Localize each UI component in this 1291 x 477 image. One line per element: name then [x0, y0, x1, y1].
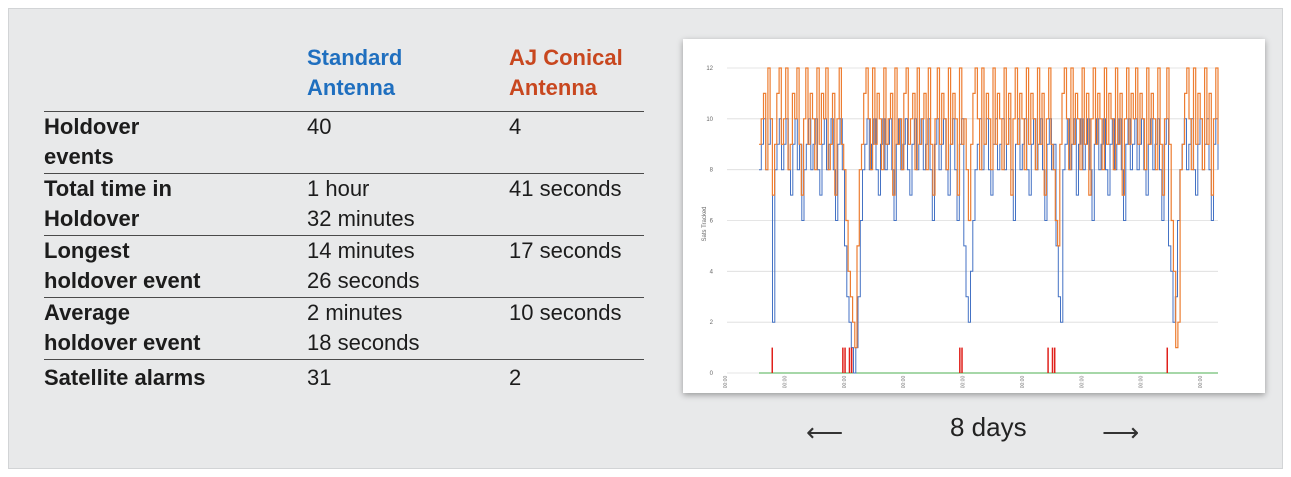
table-row: Holdover events 40 4: [44, 111, 644, 174]
y-tick-label: 8: [710, 168, 714, 174]
y-tick-label: 4: [710, 269, 714, 275]
left-arrow-icon: ⟵: [806, 417, 844, 447]
row-label: Longest holdover event: [44, 235, 307, 298]
sats-tracked-chart: 0 2 4 6 8 10 12 Sats Tracked 00:00 00:00 00:00 00…: [683, 39, 1265, 393]
standard-value: 31: [307, 359, 509, 403]
y-tick-label: 0: [710, 371, 714, 377]
y-axis-label: Sats Tracked: [702, 206, 708, 241]
row-label: Satellite alarms: [44, 359, 307, 403]
time-span-annotation: ⟵ 8 days ⟶: [800, 408, 1170, 448]
x-tick-label: 00:00: [723, 376, 729, 389]
header-standard-antenna: Standard Antenna: [307, 45, 403, 100]
y-tick-label: 2: [710, 320, 714, 326]
aj-value: 17 seconds: [509, 235, 644, 298]
aj-value: 4: [509, 111, 644, 174]
aj-value: 10 seconds: [509, 297, 644, 360]
y-tick-label: 10: [706, 117, 713, 123]
table-row: Longest holdover event 14 minutes 26 secon…: [44, 235, 644, 298]
table-row: Total time in Holdover 1 hour 32 minutes 4…: [44, 173, 644, 236]
aj-value: 2: [509, 359, 644, 403]
table-row: Satellite alarms 31 2: [44, 359, 644, 403]
standard-value: 14 minutes 26 seconds: [307, 235, 509, 298]
row-label: Total time in Holdover: [44, 173, 307, 236]
x-tick-label: 00:00: [1139, 376, 1145, 389]
standard-value: 40: [307, 111, 509, 174]
row-label: Holdover events: [44, 111, 307, 174]
y-tick-label: 12: [706, 66, 713, 72]
right-arrow-icon: ⟶: [1102, 417, 1140, 447]
x-tick-label: 00:00: [1079, 376, 1085, 389]
standard-series-line: [759, 118, 1219, 374]
row-label: Average holdover event: [44, 297, 307, 360]
table-header-row: Standard Antenna AJ Conical Antenna: [44, 43, 644, 112]
x-tick-label: 00:00: [1198, 376, 1204, 389]
standard-value: 1 hour 32 minutes: [307, 173, 509, 236]
y-tick-label: 6: [710, 219, 714, 225]
holdover-comparison-table: Standard Antenna AJ Conical Antenna Holdov…: [44, 43, 644, 403]
standard-value: 2 minutes 18 seconds: [307, 297, 509, 360]
aj-value: 41 seconds: [509, 173, 644, 236]
x-tick-label: 00:00: [1020, 376, 1026, 389]
aj-series-line: [759, 67, 1219, 349]
time-span-label: 8 days: [950, 412, 1027, 442]
x-tick-label: 00:00: [842, 376, 848, 389]
x-tick-label: 00:00: [901, 376, 907, 389]
x-tick-label: 00:00: [782, 376, 788, 389]
y-axis-ticks: 0 2 4 6 8 10 12: [706, 66, 713, 377]
x-tick-label: 00:00: [961, 376, 967, 389]
x-axis-ticks: 00:00 00:00 00:00 00:00 00:00 00:00 00:00 00:00…: [723, 376, 1204, 389]
header-aj-conical-antenna: AJ Conical Antenna: [509, 45, 623, 100]
header-blank: [44, 43, 307, 112]
chart-series: [759, 67, 1219, 374]
table-row: Average holdover event 2 minutes 18 second…: [44, 297, 644, 360]
